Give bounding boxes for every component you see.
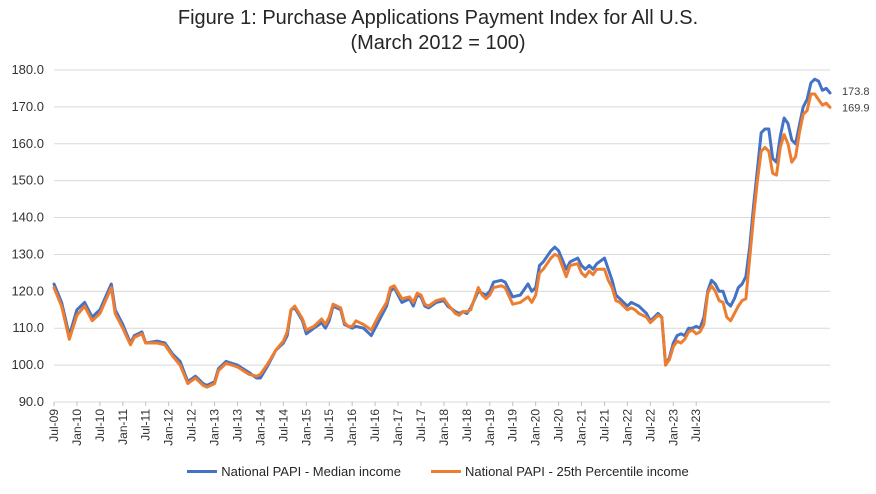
y-tick-label: 100.0 [11, 357, 44, 372]
x-tick-label: Jan-18 [437, 409, 451, 446]
end-label-25th-percentile: 169.9 [842, 102, 870, 114]
x-tick-label: Jul-13 [230, 409, 244, 442]
x-tick-label: Jul-12 [185, 409, 199, 442]
x-tick-label: Jul-14 [276, 409, 290, 442]
x-tick-label: Jul-19 [506, 409, 520, 442]
chart-subtitle: (March 2012 = 100) [350, 32, 526, 54]
x-tick-label: Jul-15 [322, 409, 336, 442]
x-tick-label: Jul-21 [597, 409, 611, 442]
legend-label-median: National PAPI - Median income [221, 464, 401, 479]
x-tick-label: Jan-16 [345, 409, 359, 446]
x-tick-label: Jul-11 [139, 409, 153, 441]
x-tick-label: Jan-22 [620, 409, 634, 446]
x-tick-label: Jan-10 [70, 409, 84, 446]
y-tick-label: 130.0 [11, 246, 44, 261]
series-line-25th-percentile [52, 92, 832, 389]
x-tick-label: Jan-23 [666, 409, 680, 446]
legend-swatch-median [187, 470, 218, 473]
x-tick-label: Jan-19 [483, 409, 497, 446]
x-tick-label: Jan-12 [162, 409, 176, 446]
chart-title: Figure 1: Purchase Applications Payment … [177, 7, 699, 29]
x-tick-label: Jan-11 [116, 409, 130, 445]
y-tick-label: 160.0 [11, 136, 44, 151]
y-tick-label: 180.0 [11, 62, 44, 77]
x-tick-label: Jan-15 [299, 409, 313, 446]
end-label-median: 173.8 [842, 86, 870, 98]
x-tick-label: Jul-18 [460, 409, 474, 442]
y-tick-label: 110.0 [12, 320, 44, 335]
x-tick-label: Jan-17 [391, 409, 405, 446]
x-tick-label: Jan-20 [529, 409, 543, 446]
x-tick-label: Jan-13 [208, 409, 222, 446]
line-chart: 90.0 100.0 110.0 120.0 130.0 140.0 150.0 160.0 1… [11, 62, 870, 446]
legend-label-25th-percentile: National PAPI - 25th Percentile income [464, 464, 689, 479]
x-tick-label: Jul-22 [643, 409, 657, 442]
y-tick-label: 150.0 [11, 173, 44, 188]
x-tick-label: Jan-21 [575, 409, 589, 446]
y-tick-label: 140.0 [11, 210, 44, 225]
y-tick-label: 120.0 [11, 283, 44, 298]
x-tick-label: Jul-23 [689, 409, 703, 442]
x-tick-label: Jul-09 [47, 409, 61, 442]
x-tick-label: Jul-20 [552, 409, 566, 442]
x-tick-label: Jul-10 [93, 409, 107, 442]
legend: National PAPI - Median income National P… [0, 464, 876, 479]
y-tick-label: 170.0 [11, 99, 44, 114]
series-line-median [52, 77, 832, 387]
legend-swatch-25th-percentile [430, 470, 461, 473]
x-tick-label: Jul-16 [368, 409, 382, 442]
legend-item-25th-percentile: National PAPI - 25th Percentile income [430, 464, 689, 479]
y-tick-label: 90.0 [19, 394, 44, 409]
chart-title-block: Figure 1: Purchase Applications Payment … [0, 6, 876, 56]
x-tick-label: Jul-17 [414, 409, 428, 442]
legend-item-median: National PAPI - Median income [187, 464, 401, 479]
x-tick-label: Jan-14 [253, 409, 267, 446]
